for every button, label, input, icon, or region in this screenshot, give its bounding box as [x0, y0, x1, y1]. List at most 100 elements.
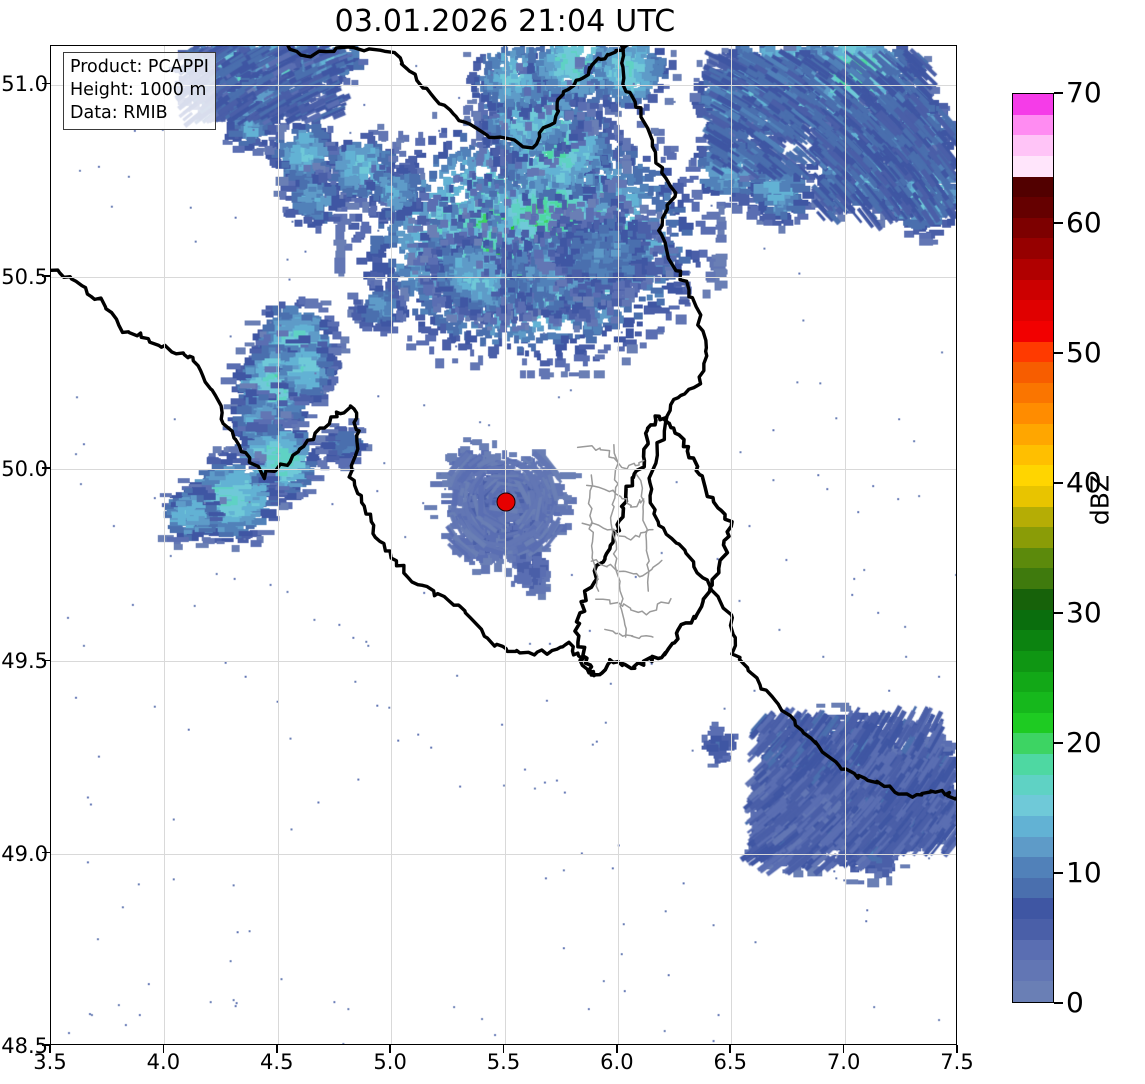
colorbar-band: [1013, 259, 1053, 280]
x-axis-tick-mark: [275, 1045, 278, 1053]
x-axis-tick-label: 7.0: [826, 1050, 861, 1074]
colorbar-band: [1013, 857, 1053, 878]
y-axis-tick-mark: [42, 467, 50, 469]
x-axis-tick-mark: [502, 1045, 505, 1053]
page-title: 03.01.2026 21:04 UTC: [334, 4, 676, 39]
colorbar-band: [1013, 589, 1053, 610]
colorbar-tick-mark: [1054, 612, 1063, 614]
national-border-belgium-france: [51, 268, 596, 678]
colorbar-band: [1013, 155, 1053, 177]
gridline-vertical: [504, 46, 506, 1044]
national-border-luxembourg: [573, 414, 734, 678]
colorbar-band: [1013, 300, 1053, 321]
colorbar-band: [1013, 444, 1053, 466]
y-axis-tick-mark: [42, 82, 50, 85]
colorbar-band: [1013, 94, 1053, 115]
info-height: Height: 1000 m: [70, 80, 207, 100]
colorbar-tick-label: 40: [1066, 466, 1102, 499]
x-axis-tick-label: 7.5: [940, 1050, 974, 1074]
colorbar-tick-label: 70: [1066, 76, 1102, 109]
x-axis-tick-mark: [616, 1045, 618, 1053]
y-axis-tick-label: 50.0: [1, 457, 48, 482]
x-axis-tick-label: 4.0: [146, 1050, 181, 1074]
colorbar-band: [1013, 939, 1053, 961]
colorbar-band: [1013, 465, 1053, 486]
canton-boundary: [587, 474, 600, 592]
colorbar-band: [1013, 980, 1053, 1002]
gridline-vertical: [844, 46, 846, 1044]
colorbar-tick-mark: [1054, 1002, 1063, 1004]
radar-map-plot[interactable]: [50, 45, 957, 1045]
gridline-horizontal: [51, 276, 956, 278]
colorbar-band: [1013, 362, 1053, 383]
colorbar-tick-label: 10: [1066, 856, 1102, 889]
national-border-germany: [619, 46, 956, 801]
colorbar-band: [1013, 320, 1053, 342]
colorbar-tick-label: 0: [1066, 986, 1084, 1019]
colorbar-band: [1013, 898, 1053, 919]
colorbar-band: [1013, 815, 1053, 837]
y-axis-tick-label: 51.0: [1, 72, 48, 97]
colorbar-band: [1013, 919, 1053, 940]
y-axis-tick-mark: [42, 851, 50, 854]
x-axis-tick-label: 4.5: [260, 1050, 294, 1074]
canton-boundary: [604, 628, 654, 640]
canton-boundary: [585, 484, 645, 508]
colorbar-band: [1013, 650, 1053, 672]
colorbar-band: [1013, 609, 1053, 631]
colorbar-band: [1013, 527, 1053, 548]
x-axis-tick-mark: [389, 1045, 391, 1053]
colorbar-band: [1013, 341, 1053, 363]
colorbar-tick-mark: [1054, 872, 1063, 874]
colorbar[interactable]: [1012, 93, 1054, 1003]
canton-boundary: [595, 597, 672, 616]
canton-boundary: [609, 443, 627, 638]
gridline-vertical: [617, 46, 619, 1044]
x-axis-tick-label: 6.0: [600, 1050, 634, 1074]
y-axis-tick-label: 49.5: [1, 649, 48, 674]
y-axis-tick-label: 49.0: [1, 841, 48, 866]
colorbar-tick-mark: [1054, 482, 1063, 484]
colorbar-band: [1013, 114, 1053, 136]
x-axis-tick-mark: [729, 1045, 732, 1053]
canton-boundary: [590, 558, 663, 578]
gridline-horizontal: [51, 661, 956, 663]
info-product: Product: PCAPPI: [70, 57, 209, 77]
colorbar-band: [1013, 960, 1053, 981]
y-axis-tick-label: 50.5: [1, 264, 48, 289]
x-axis-tick-label: 6.5: [713, 1050, 747, 1074]
colorbar-band: [1013, 217, 1053, 239]
colorbar-tick-mark: [1054, 742, 1063, 744]
colorbar-band: [1013, 774, 1053, 796]
colorbar-band: [1013, 403, 1053, 424]
colorbar-band: [1013, 485, 1053, 507]
colorbar-tick-label: 20: [1066, 726, 1102, 759]
gridline-horizontal: [51, 469, 956, 471]
colorbar-tick-label: 50: [1066, 336, 1102, 369]
colorbar-tick-label: 30: [1066, 596, 1102, 629]
y-axis-tick-mark: [42, 1044, 50, 1046]
gridline-horizontal: [51, 84, 956, 86]
colorbar-axis-label: dBZ: [1085, 474, 1115, 526]
colorbar-band: [1013, 671, 1053, 693]
colorbar-tick-label: 60: [1066, 206, 1102, 239]
y-axis-tick-mark: [42, 274, 50, 277]
radar-site-marker[interactable]: [496, 492, 516, 512]
colorbar-band: [1013, 568, 1053, 589]
x-axis-tick-mark: [842, 1045, 845, 1053]
gridline-horizontal: [51, 853, 956, 855]
colorbar-tick-mark: [1054, 352, 1063, 354]
colorbar-band: [1013, 795, 1053, 816]
canton-boundary: [635, 473, 650, 592]
colorbar-band: [1013, 754, 1053, 775]
x-axis-tick-label: 5.0: [373, 1050, 407, 1074]
colorbar-band: [1013, 692, 1053, 713]
colorbar-band: [1013, 877, 1053, 899]
colorbar-band: [1013, 733, 1053, 754]
map-borders-layer: [51, 46, 956, 801]
radar-reflectivity-layer: [51, 46, 956, 1044]
colorbar-band: [1013, 547, 1053, 569]
gridline-vertical: [164, 46, 166, 1044]
colorbar-band: [1013, 176, 1053, 198]
x-axis-tick-label: 5.5: [486, 1050, 521, 1074]
